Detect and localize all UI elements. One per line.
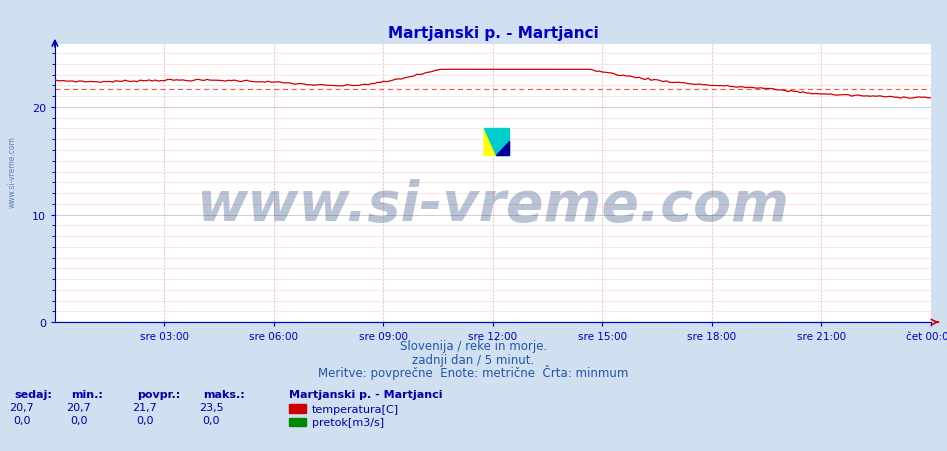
- Text: sedaj:: sedaj:: [14, 389, 52, 399]
- Text: temperatura[C]: temperatura[C]: [312, 404, 399, 414]
- Text: Slovenija / reke in morje.: Slovenija / reke in morje.: [400, 340, 547, 353]
- Text: Martjanski p. - Martjanci: Martjanski p. - Martjanci: [289, 389, 442, 399]
- Text: www.si-vreme.com: www.si-vreme.com: [196, 179, 790, 233]
- Polygon shape: [496, 142, 509, 156]
- Text: 0,0: 0,0: [70, 415, 87, 425]
- Polygon shape: [484, 129, 509, 156]
- Text: 23,5: 23,5: [199, 402, 223, 412]
- Text: 21,7: 21,7: [133, 402, 157, 412]
- Text: 20,7: 20,7: [66, 402, 91, 412]
- Text: 0,0: 0,0: [136, 415, 153, 425]
- Text: pretok[m3/s]: pretok[m3/s]: [312, 417, 384, 427]
- Polygon shape: [484, 129, 496, 156]
- Text: povpr.:: povpr.:: [137, 389, 181, 399]
- Title: Martjanski p. - Martjanci: Martjanski p. - Martjanci: [387, 26, 599, 41]
- Text: 0,0: 0,0: [203, 415, 220, 425]
- Text: 0,0: 0,0: [13, 415, 30, 425]
- Text: maks.:: maks.:: [204, 389, 245, 399]
- Text: www.si-vreme.com: www.si-vreme.com: [8, 135, 17, 207]
- Text: min.:: min.:: [71, 389, 103, 399]
- Text: Meritve: povprečne  Enote: metrične  Črta: minmum: Meritve: povprečne Enote: metrične Črta:…: [318, 364, 629, 380]
- Text: zadnji dan / 5 minut.: zadnji dan / 5 minut.: [412, 353, 535, 366]
- Text: 20,7: 20,7: [9, 402, 34, 412]
